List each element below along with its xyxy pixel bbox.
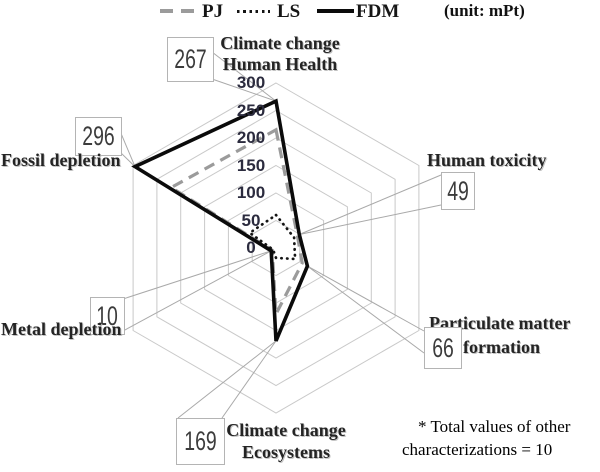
callout-leader-line xyxy=(119,130,136,167)
value-climate-change-ecosystems: 169 xyxy=(184,426,217,456)
footnote-line-2: characterizations = 10 xyxy=(402,440,553,459)
label-line: Ecosystems xyxy=(242,442,330,462)
legend-pj-line-sample xyxy=(160,9,198,13)
value-metal-depletion: 10 xyxy=(96,300,119,331)
callout-leader-line xyxy=(307,265,425,332)
value-fossil-depletion: 296 xyxy=(82,121,115,151)
value-box-climate-change-ecosystems: 169 xyxy=(176,418,225,465)
callout-leader-line xyxy=(211,51,277,102)
callout-leader-line xyxy=(122,250,272,332)
callout-leader-line xyxy=(299,204,442,235)
footnote: * Total values of other characterization… xyxy=(402,415,570,461)
radial-tick-label: 150 xyxy=(236,155,266,175)
legend-label-ls: LS xyxy=(277,1,301,22)
callout-leader-line xyxy=(307,265,425,354)
value-box-human-toxicity: 49 xyxy=(441,172,475,210)
label-climate-change-human-health: Climate change Human Health xyxy=(205,33,355,75)
legend-ls-line-sample xyxy=(237,10,270,13)
callout-leader-line xyxy=(211,78,277,102)
grid-hexagon xyxy=(156,109,396,387)
series-line-fdm xyxy=(131,98,310,342)
label-fossil-depletion: Fossil depletion xyxy=(1,150,121,170)
value-climate-change-human-health: 267 xyxy=(174,44,207,74)
value-box-fossil-depletion: 296 xyxy=(75,117,122,156)
radial-tick-label: 200 xyxy=(236,128,266,147)
label-line: Human Health xyxy=(222,54,338,74)
label-line: Climate change xyxy=(220,33,340,53)
label-line: formation xyxy=(463,337,540,357)
label-climate-change-ecosystems: Climate change Ecosystems xyxy=(220,419,352,463)
value-human-toxicity: 49 xyxy=(447,175,469,206)
radial-tick-label: 250 xyxy=(236,100,266,120)
callout-leader-line xyxy=(177,340,277,419)
footnote-line-1: * Total values of other xyxy=(418,417,571,436)
value-box-metal-depletion: 10 xyxy=(90,297,125,335)
label-metal-depletion: Metal depletion xyxy=(1,319,122,339)
value-particulate-matter: 66 xyxy=(432,332,454,363)
label-human-toxicity: Human toxicity xyxy=(427,150,547,170)
callout-leader-line xyxy=(119,151,136,167)
label-particulate-matter-formation: Particulate matter formation xyxy=(429,311,570,359)
radial-tick-label: 300 xyxy=(236,73,266,92)
callout-leader-line xyxy=(122,250,272,300)
unit-label: (unit: mPt) xyxy=(444,1,525,20)
radial-tick-label: 0 xyxy=(246,238,256,257)
value-box-particulate-matter: 66 xyxy=(424,327,462,369)
radial-tick-label: 50 xyxy=(241,210,261,230)
legend-label-fdm: FDM xyxy=(356,1,400,22)
label-line: Particulate matter xyxy=(429,313,571,333)
radial-tick-label: 100 xyxy=(236,183,266,202)
value-box-climate-change-human-health: 267 xyxy=(167,37,214,82)
legend-fdm-line-sample xyxy=(317,9,354,13)
callout-leader-line xyxy=(299,174,442,235)
label-line: Climate change xyxy=(226,420,346,440)
callout-leader-line xyxy=(221,340,277,419)
legend-label-pj: PJ xyxy=(202,1,224,22)
series-line-ls xyxy=(247,213,297,261)
